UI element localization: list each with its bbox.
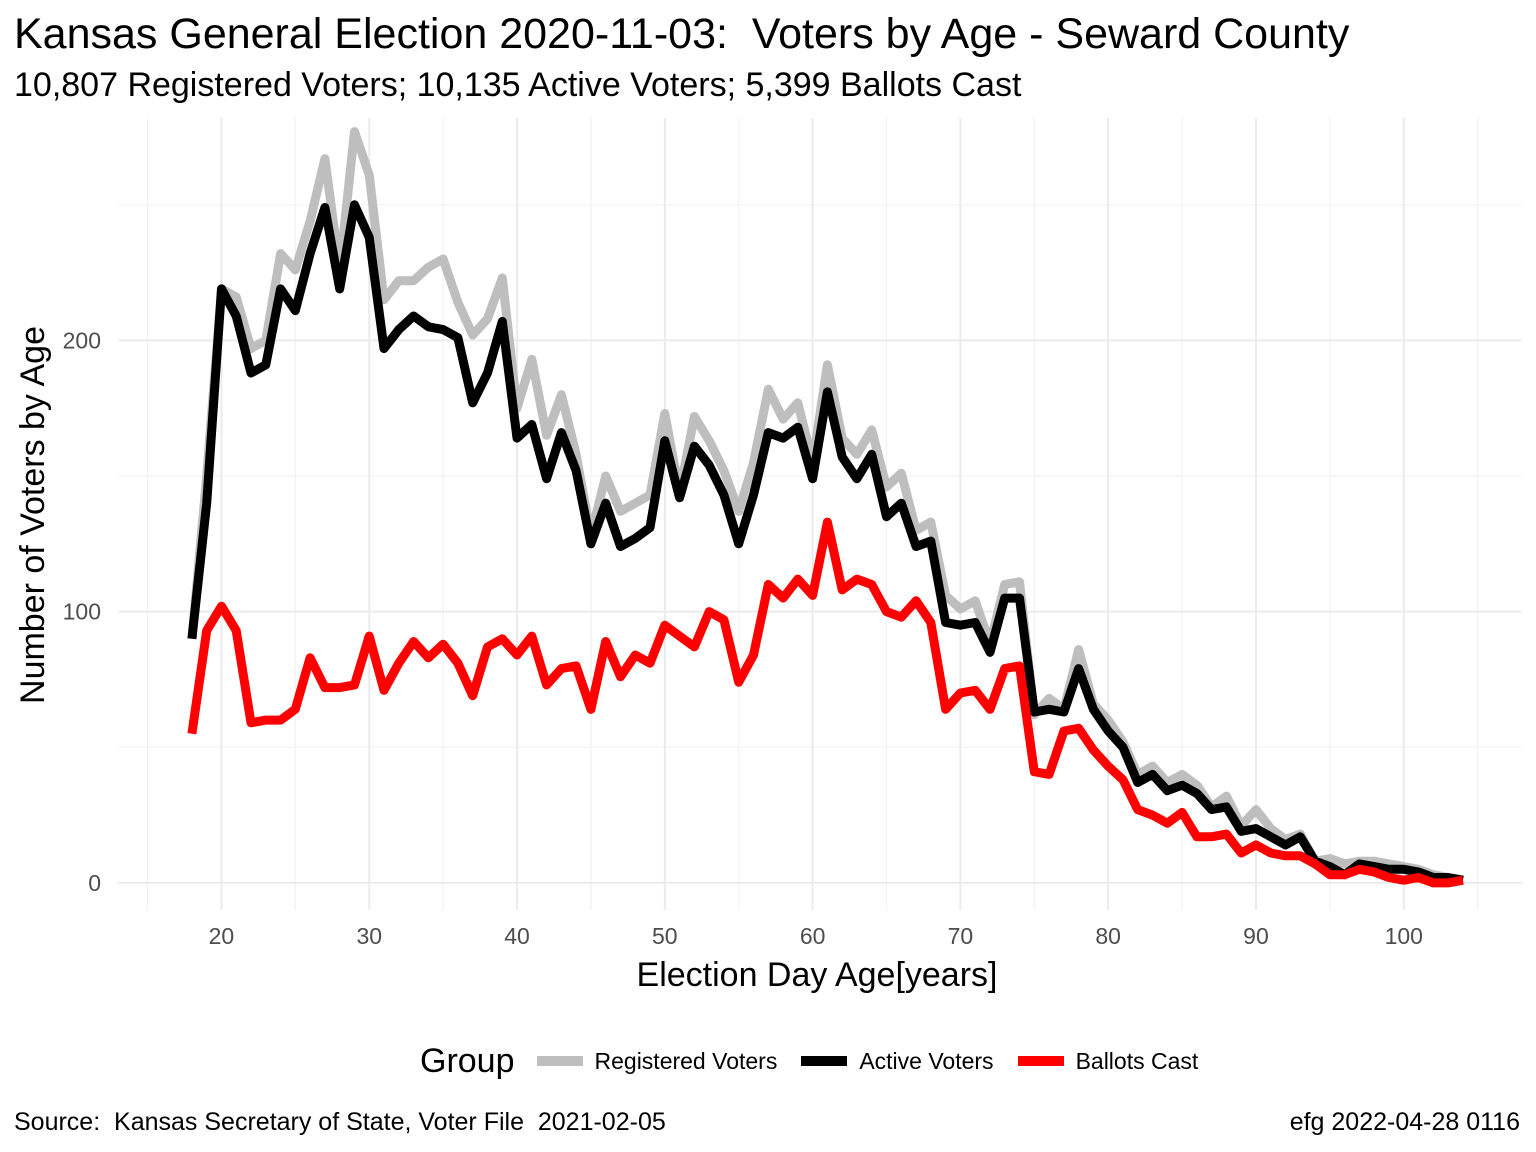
x-tick-label: 40 bbox=[504, 923, 530, 949]
y-tick-label: 100 bbox=[63, 599, 101, 625]
y-tick-label: 0 bbox=[88, 870, 101, 896]
x-tick-label: 50 bbox=[652, 923, 678, 949]
x-tick-label: 100 bbox=[1385, 923, 1423, 949]
legend-item-active: Active Voters bbox=[801, 1047, 994, 1075]
legend-item-ballots: Ballots Cast bbox=[1017, 1047, 1199, 1075]
legend-label-active: Active Voters bbox=[859, 1047, 994, 1074]
x-axis-label: Election Day Age[years] bbox=[637, 956, 998, 994]
line-chart: 20 30 40 50 60 70 80 90 100 0 100 200 Election Day… bbox=[14, 118, 1522, 994]
x-tick-label: 90 bbox=[1243, 923, 1269, 949]
x-tick-label: 80 bbox=[1095, 923, 1121, 949]
x-tick-labels: 20 30 40 50 60 70 80 90 100 bbox=[209, 923, 1423, 949]
series-line-ballots-cast bbox=[187, 517, 1464, 888]
legend-key-registered bbox=[536, 1056, 583, 1066]
grid-major bbox=[118, 118, 1522, 910]
x-tick-label: 70 bbox=[948, 923, 974, 949]
credit-caption: efg 2022-04-28 0116 bbox=[1289, 1108, 1520, 1136]
x-tick-label: 30 bbox=[356, 923, 382, 949]
legend-label-registered: Registered Voters bbox=[594, 1047, 778, 1074]
chart-title: Kansas General Election 2020-11-03: Vote… bbox=[14, 10, 1350, 58]
x-tick-label: 20 bbox=[209, 923, 235, 949]
legend-key-ballots bbox=[1017, 1056, 1064, 1066]
series-lines bbox=[187, 127, 1464, 888]
chart-subtitle: 10,807 Registered Voters; 10,135 Active … bbox=[14, 66, 1022, 104]
legend: Group Registered Voters Active Voters Ba… bbox=[420, 1038, 1222, 1084]
x-tick-label: 60 bbox=[800, 923, 826, 949]
y-axis-label: Number of Voters by Age bbox=[14, 326, 52, 704]
legend-key-active bbox=[801, 1056, 848, 1066]
source-caption: Source: Kansas Secretary of State, Voter… bbox=[14, 1108, 666, 1136]
legend-title: Group bbox=[420, 1041, 515, 1080]
y-tick-label: 200 bbox=[63, 327, 101, 353]
legend-label-ballots: Ballots Cast bbox=[1075, 1047, 1199, 1074]
y-tick-labels: 0 100 200 bbox=[63, 327, 101, 895]
series-line-registered-voters bbox=[187, 127, 1464, 885]
legend-item-registered: Registered Voters bbox=[536, 1047, 778, 1075]
series-line-active-voters bbox=[187, 200, 1464, 885]
